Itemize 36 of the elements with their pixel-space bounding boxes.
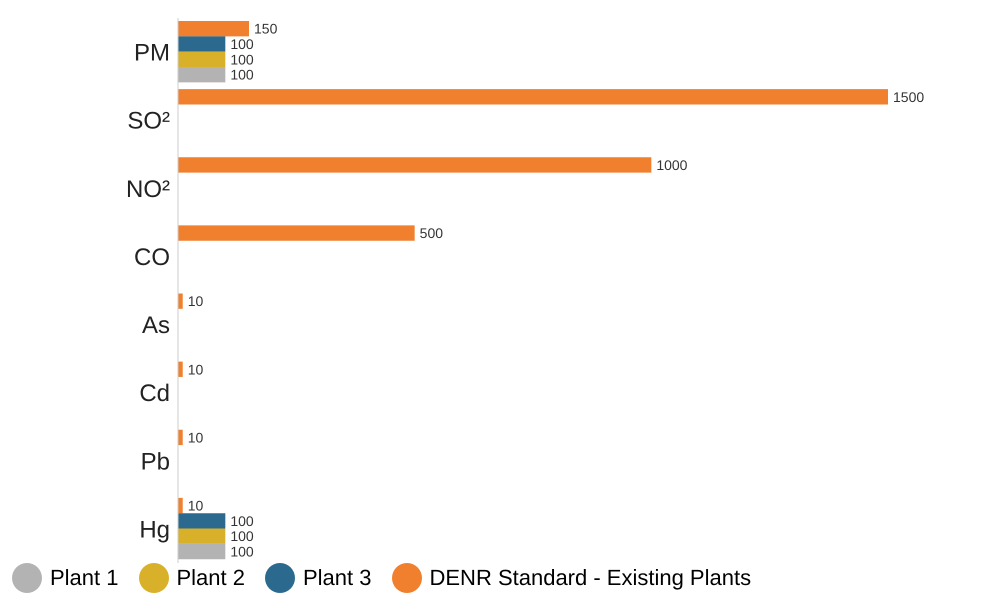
bar <box>178 89 888 104</box>
y-tick-label: Hg <box>139 516 170 544</box>
data-label: 10 <box>188 361 204 378</box>
bar <box>178 52 226 67</box>
data-label: 100 <box>230 51 254 68</box>
data-label: 10 <box>188 293 204 310</box>
legend-label: Plant 1 <box>50 565 118 591</box>
data-label: 1500 <box>893 88 924 105</box>
y-tick-label: As <box>142 312 170 340</box>
y-tick-label: CO <box>134 244 170 271</box>
data-label: 150 <box>254 20 278 37</box>
data-label: 100 <box>230 543 254 560</box>
y-tick-label: NO² <box>126 176 170 203</box>
y-tick-label: Pb <box>140 448 170 476</box>
y-tick-label: PM <box>134 40 170 67</box>
y-tick-label: SO² <box>127 108 170 135</box>
bar <box>178 528 226 544</box>
legend-label: Plant 3 <box>303 565 372 591</box>
bar <box>178 513 226 529</box>
legend-label: DENR Standard - Existing Plants <box>430 565 752 591</box>
bar <box>178 225 415 241</box>
y-tick-label: Cd <box>139 380 170 408</box>
bar <box>178 66 226 82</box>
legend-label: Plant 2 <box>176 565 245 591</box>
data-label: 100 <box>230 528 254 544</box>
bar <box>178 157 652 173</box>
data-label: 10 <box>188 498 204 514</box>
data-label: 500 <box>420 225 444 242</box>
bar <box>178 36 226 52</box>
data-label: 100 <box>230 512 254 529</box>
data-label: 100 <box>230 66 254 83</box>
data-label: 1000 <box>656 156 688 173</box>
bar <box>178 21 249 36</box>
data-label: 10 <box>188 429 204 446</box>
data-label: 100 <box>230 36 254 52</box>
bar <box>178 544 226 560</box>
